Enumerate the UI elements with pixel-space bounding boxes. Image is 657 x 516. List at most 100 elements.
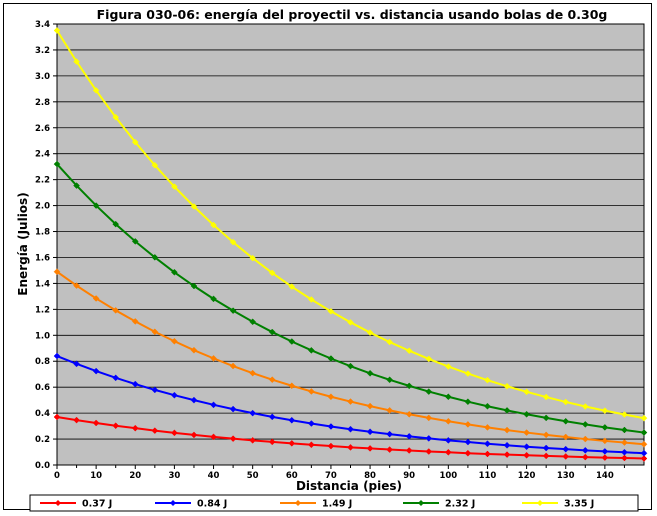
data-point <box>308 441 315 449</box>
data-point <box>386 376 393 384</box>
data-point <box>171 268 178 276</box>
x-tick-label: 80 <box>364 471 376 481</box>
data-point <box>562 398 570 406</box>
legend-label: 2.32 J <box>445 499 475 510</box>
data-point <box>503 451 511 458</box>
y-tick-label: 2.6 <box>35 124 50 134</box>
data-point <box>640 414 648 422</box>
data-point <box>444 363 452 370</box>
data-point <box>523 451 530 459</box>
data-point <box>112 113 120 121</box>
y-tick-label: 3.0 <box>35 72 50 82</box>
data-point <box>73 416 80 424</box>
data-point <box>288 338 296 345</box>
data-point <box>308 346 315 354</box>
data-point <box>562 417 570 425</box>
y-tick-label: 2.2 <box>35 176 50 186</box>
y-tick-label: 0.4 <box>35 409 50 419</box>
data-point <box>151 328 159 336</box>
legend-label: 1.49 J <box>322 499 352 510</box>
data-point <box>73 58 80 65</box>
y-tick-label: 0.6 <box>35 383 50 393</box>
data-point <box>464 438 472 446</box>
data-point <box>327 442 335 450</box>
data-point <box>581 453 589 461</box>
data-point <box>288 382 296 390</box>
data-point <box>131 238 139 245</box>
data-point <box>464 449 472 457</box>
data-point <box>503 441 511 449</box>
legend-box <box>29 494 639 512</box>
data-point <box>53 27 61 34</box>
series-2-32-j <box>53 160 648 436</box>
data-point <box>444 437 452 444</box>
data-point <box>190 203 198 210</box>
data-point <box>112 422 120 430</box>
series-3-35-j <box>53 27 648 422</box>
data-point <box>562 445 570 453</box>
data-point <box>405 447 413 454</box>
y-tick-label: 2.4 <box>35 150 50 160</box>
data-point <box>131 318 139 325</box>
x-tick-label: 20 <box>129 471 141 481</box>
data-point <box>210 295 217 303</box>
data-point <box>366 329 374 336</box>
y-tick-label: 0.0 <box>35 461 50 471</box>
data-point <box>621 454 628 462</box>
data-point <box>405 347 413 355</box>
y-tick-label: 1.6 <box>35 253 50 263</box>
data-point <box>131 380 139 388</box>
legend-marker <box>55 500 61 506</box>
series-1-49-j <box>53 268 648 448</box>
data-point <box>542 452 550 460</box>
data-point <box>288 416 296 424</box>
data-point <box>151 386 159 394</box>
data-point <box>425 355 433 363</box>
data-point <box>640 449 648 457</box>
data-point <box>249 409 257 417</box>
data-point <box>53 268 61 276</box>
x-tick-label: 40 <box>208 471 220 481</box>
data-point <box>73 360 80 368</box>
data-point <box>523 410 530 418</box>
data-point <box>347 444 354 451</box>
data-point <box>347 318 354 326</box>
series-0-37-j <box>53 413 648 462</box>
data-point <box>621 426 628 434</box>
data-point <box>444 393 452 401</box>
data-point <box>308 420 315 427</box>
data-point <box>190 346 198 354</box>
x-tick-label: 10 <box>90 471 102 481</box>
legend-item: 0.37 J <box>40 499 112 510</box>
x-tick-label: 110 <box>479 471 497 481</box>
data-point <box>640 429 648 436</box>
y-tick-label: 3.2 <box>35 46 50 56</box>
data-point <box>503 407 511 414</box>
data-point <box>151 253 159 261</box>
x-tick-label: 130 <box>557 471 575 481</box>
data-point <box>347 362 354 370</box>
data-point <box>464 370 472 377</box>
data-point <box>190 431 198 439</box>
legend-label: 0.37 J <box>82 499 112 510</box>
data-point <box>621 448 628 456</box>
data-point <box>249 369 257 377</box>
data-point <box>92 367 100 375</box>
data-point <box>484 424 491 431</box>
data-point <box>53 352 61 360</box>
data-point <box>484 440 491 448</box>
data-point <box>464 398 472 406</box>
y-tick-label: 0.8 <box>35 357 50 367</box>
data-point <box>542 414 550 422</box>
data-point <box>327 423 335 430</box>
chart-title: Figura 030-06: energía del proyectil vs.… <box>97 7 608 22</box>
data-point <box>640 440 648 448</box>
data-point <box>73 282 80 289</box>
legend: 0.37 J 0.84 J 1.49 J 2.32 J 3.35 J <box>29 494 639 512</box>
x-tick-label: 50 <box>247 471 259 481</box>
data-point <box>229 307 237 315</box>
data-point <box>425 435 433 442</box>
data-point <box>229 405 237 413</box>
data-point <box>562 433 570 441</box>
